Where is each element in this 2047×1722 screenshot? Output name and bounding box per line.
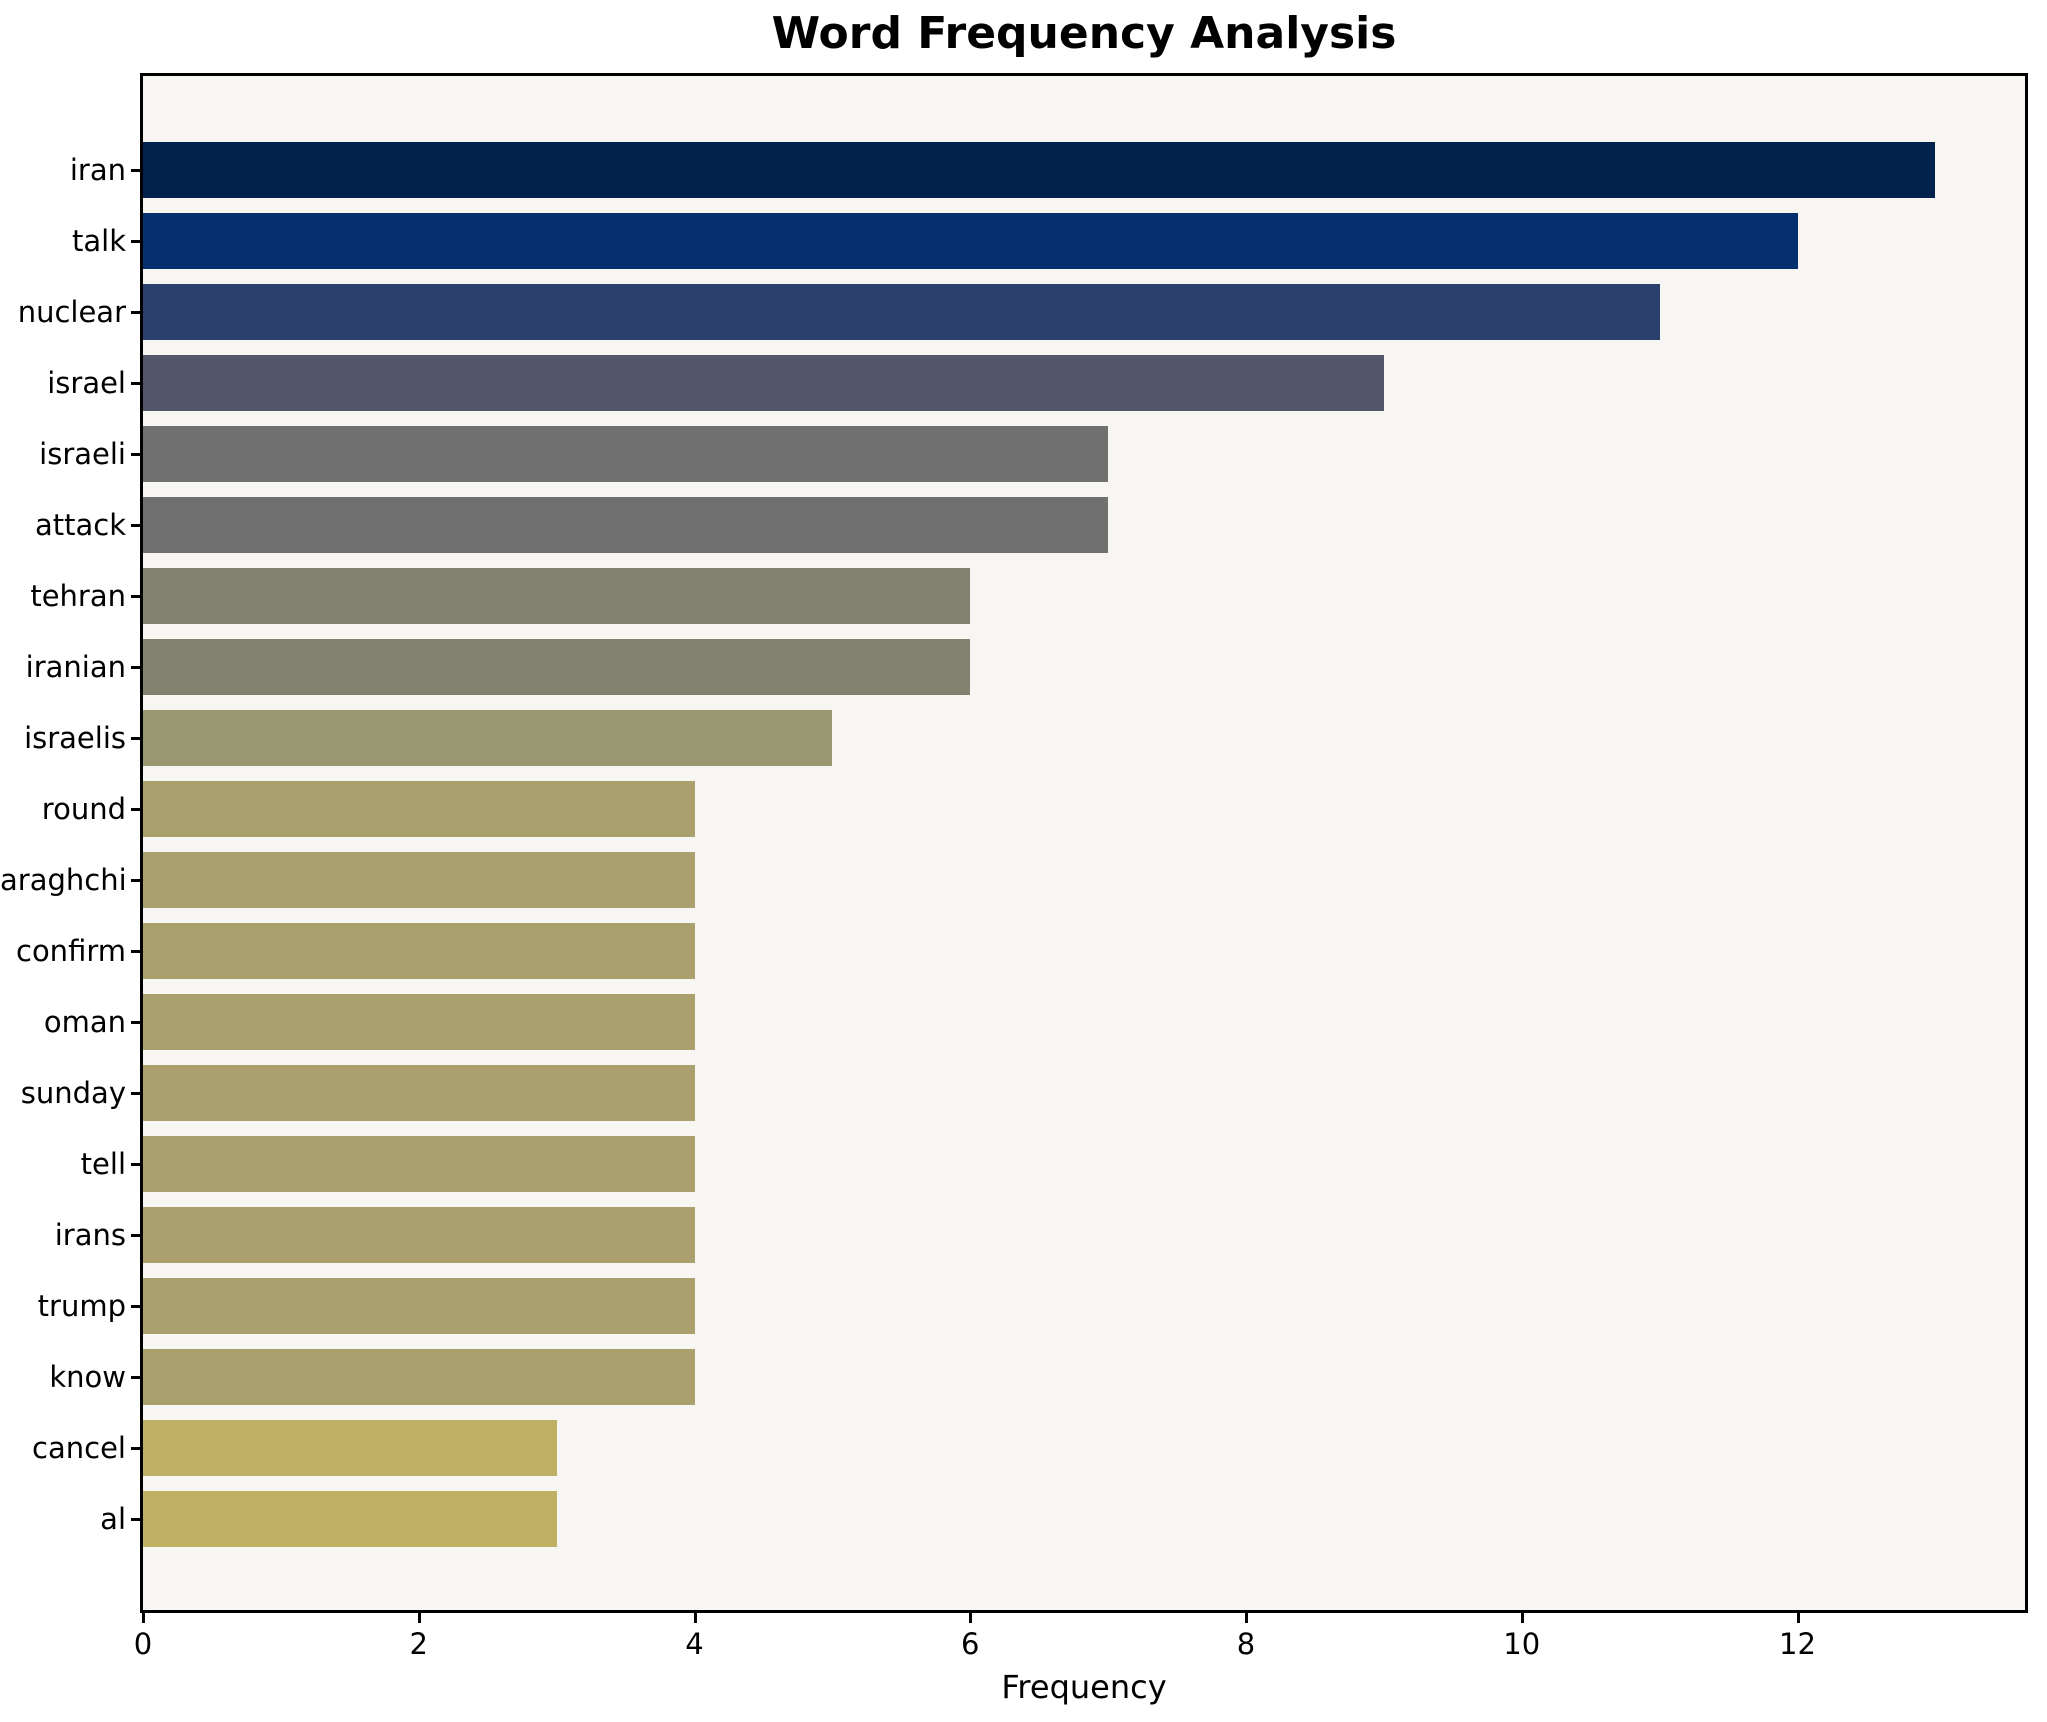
chart-title: Word Frequency Analysis — [771, 8, 1397, 59]
y-tick-label: israel — [47, 366, 126, 400]
x-tick-label: 0 — [133, 1627, 153, 1661]
plot-area — [140, 73, 2028, 1613]
x-axis-label: Frequency — [1001, 1668, 1167, 1706]
bar-tell — [143, 1136, 695, 1192]
bar-tehran — [143, 568, 971, 624]
y-tick-label: attack — [34, 508, 126, 542]
y-tick-label: iranian — [25, 650, 126, 684]
y-tick-label: cancel — [32, 1431, 126, 1465]
y-tick-label: al — [100, 1502, 126, 1536]
y-tick-label: trump — [37, 1289, 126, 1323]
y-tick-mark — [131, 169, 140, 172]
y-tick-label: tell — [80, 1147, 126, 1181]
x-tick-mark — [417, 1613, 421, 1623]
y-tick-label: tehran — [30, 579, 126, 613]
bar-al — [143, 1491, 557, 1547]
x-tick-label: 4 — [685, 1627, 704, 1661]
y-tick-label: irans — [54, 1218, 126, 1252]
y-tick-mark — [131, 808, 140, 811]
bar-nuclear — [143, 284, 1660, 340]
y-tick-mark — [131, 595, 140, 598]
x-tick-mark — [1245, 1613, 1248, 1623]
y-tick-mark — [131, 950, 140, 953]
bar-israeli — [143, 426, 1109, 482]
y-tick-mark — [131, 453, 140, 456]
x-tick-mark — [969, 1613, 973, 1623]
y-tick-mark — [131, 1376, 140, 1379]
y-tick-mark — [131, 1092, 140, 1095]
x-tick-mark — [1520, 1613, 1524, 1623]
x-tick-mark — [142, 1613, 145, 1623]
y-tick-mark — [131, 524, 140, 527]
y-tick-label: talk — [72, 224, 126, 258]
y-tick-label: oman — [43, 1005, 126, 1039]
bar-sunday — [143, 1065, 695, 1121]
y-tick-label: israeli — [39, 437, 126, 471]
y-tick-label: confirm — [16, 934, 126, 968]
bar-attack — [143, 497, 1109, 553]
x-tick-label: 2 — [409, 1627, 428, 1661]
y-tick-mark — [131, 879, 140, 882]
y-tick-mark — [131, 1518, 140, 1521]
x-tick-mark — [1796, 1613, 1800, 1623]
bar-araghchi — [143, 852, 695, 908]
x-tick-label: 10 — [1503, 1627, 1541, 1661]
bar-confirm — [143, 923, 695, 979]
y-tick-mark — [131, 1305, 140, 1308]
bar-cancel — [143, 1420, 557, 1476]
y-tick-mark — [131, 1447, 140, 1450]
y-tick-mark — [131, 1234, 140, 1237]
x-tick-label: 6 — [961, 1627, 980, 1661]
x-tick-label: 8 — [1236, 1627, 1256, 1661]
y-tick-mark — [131, 382, 140, 385]
y-tick-label: sunday — [20, 1076, 126, 1110]
y-tick-label: nuclear — [17, 295, 126, 329]
y-tick-mark — [131, 666, 140, 669]
bar-know — [143, 1349, 695, 1405]
y-tick-label: araghchi — [0, 863, 127, 897]
y-tick-mark — [131, 737, 140, 740]
y-tick-mark — [131, 1163, 140, 1166]
y-tick-label: israelis — [24, 721, 126, 755]
y-tick-label: iran — [69, 153, 126, 187]
y-tick-mark — [131, 1021, 140, 1024]
bar-irans — [143, 1207, 695, 1263]
y-tick-mark — [131, 311, 140, 314]
bar-round — [143, 781, 695, 837]
y-tick-label: know — [49, 1360, 126, 1394]
y-tick-label: round — [41, 792, 126, 826]
x-tick-mark — [693, 1613, 697, 1623]
x-tick-label: 12 — [1779, 1627, 1816, 1661]
bar-trump — [143, 1278, 695, 1334]
bar-iranian — [143, 639, 971, 695]
bar-talk — [143, 213, 1798, 269]
bar-israel — [143, 355, 1384, 411]
bar-israelis — [143, 710, 833, 766]
bar-oman — [143, 994, 695, 1050]
bar-iran — [143, 142, 1936, 198]
y-tick-mark — [131, 240, 140, 243]
